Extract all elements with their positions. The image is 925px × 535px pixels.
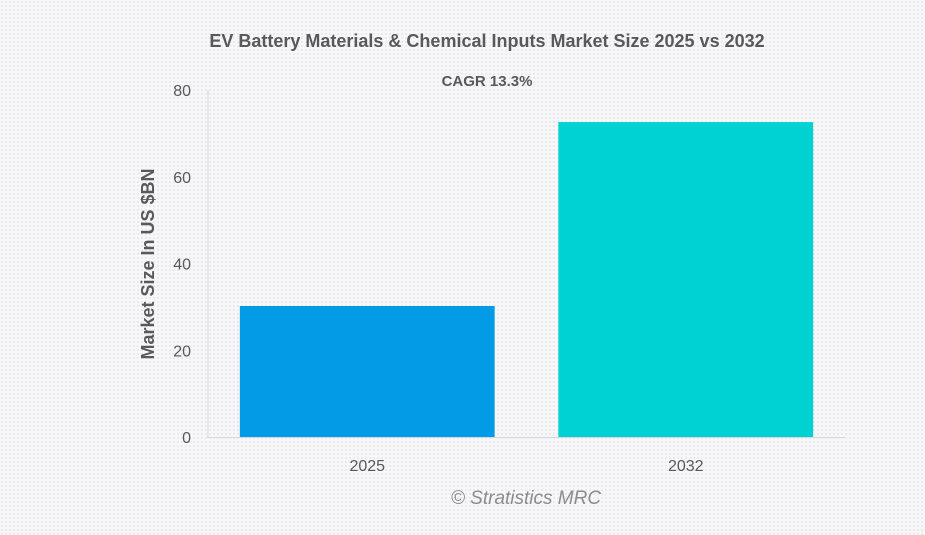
bar-2032 bbox=[558, 122, 814, 437]
y-axis-label: Market Size In US $BN bbox=[138, 168, 158, 359]
y-tick-label: 20 bbox=[173, 343, 191, 360]
bar-2025 bbox=[239, 306, 495, 437]
y-tick-label: 0 bbox=[182, 430, 191, 447]
y-tick-label: 40 bbox=[173, 257, 191, 274]
y-tick-label: 80 bbox=[173, 83, 191, 100]
bars bbox=[239, 122, 814, 437]
y-tick-label: 60 bbox=[173, 170, 191, 187]
x-tick-label: 2025 bbox=[349, 458, 385, 475]
y-axis-ticks: 0 20 40 60 80 bbox=[173, 83, 191, 447]
watermark: © Stratistics MRC bbox=[451, 488, 601, 509]
x-axis-ticks: 2025 2032 bbox=[349, 458, 703, 475]
x-tick-label: 2032 bbox=[668, 458, 704, 475]
chart-subtitle: CAGR 13.3% bbox=[442, 73, 533, 90]
chart-title: EV Battery Materials & Chemical Inputs M… bbox=[209, 31, 764, 51]
